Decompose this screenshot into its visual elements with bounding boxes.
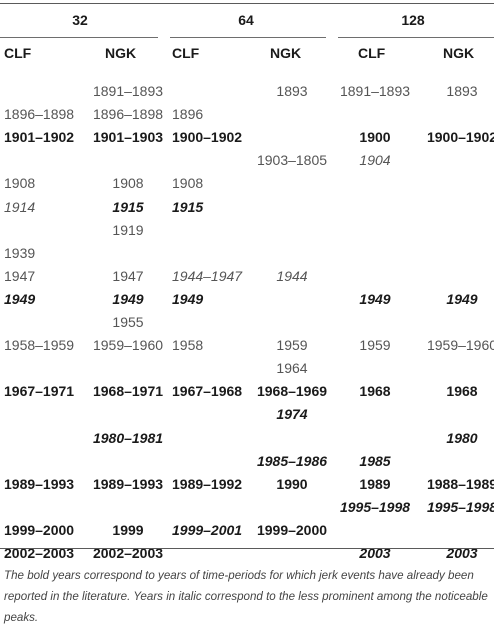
table-cell: 1989–1992 (172, 475, 243, 492)
table-footnote: The bold years correspond to years of ti… (4, 569, 488, 624)
table-cell: 1967–1971 (4, 383, 75, 400)
group-header-32: 32 (72, 12, 88, 28)
table-cell: 1908 (4, 175, 36, 192)
table-cell: 1891–1893 (339, 83, 411, 99)
table-cell: 1955 (112, 314, 144, 330)
group-rule-32 (0, 37, 158, 38)
table-cell: 1995–1998 (426, 498, 494, 515)
table-cell: 1949 (172, 290, 204, 307)
table-cell: 1900–1902 (426, 129, 494, 146)
table-cell: 1949 (4, 290, 36, 307)
column-header-clf-128: CLF (358, 45, 386, 61)
table-cell: 1891–1893 (92, 83, 164, 99)
table-cell: 1896–1898 (92, 106, 164, 123)
table-cell: 1999–2001 (172, 521, 243, 538)
table-cell: 1990 (276, 475, 308, 492)
table-cell: 1985–1986 (256, 452, 328, 469)
table-cell: 1964 (276, 360, 308, 377)
table-cell: 1988–1989 (426, 475, 494, 492)
column-header-ngk-128: NGK (443, 45, 475, 61)
table-cell: 1974 (276, 406, 308, 423)
table-cell: 1949 (112, 290, 144, 307)
column-header-clf-32: CLF (4, 45, 32, 61)
table-cell: 1999 (112, 521, 144, 538)
table-cell: 1944–1947 (172, 267, 243, 284)
table-cell: 1968 (359, 383, 391, 400)
table-cell: 1915 (112, 198, 144, 215)
table-cell: 1989–1993 (4, 475, 75, 492)
table-cell: 1908 (172, 175, 204, 192)
table-cell: 1958 (172, 337, 204, 354)
table-cell: 1968–1969 (256, 383, 328, 400)
group-header-64: 64 (238, 12, 254, 28)
table-cell: 1980–1981 (92, 429, 164, 446)
group-rule-64 (170, 37, 326, 38)
table-cell: 1958–1959 (4, 337, 75, 354)
table-cell: 1900 (359, 129, 391, 146)
table-cell: 2003 (359, 545, 391, 561)
table-cell: 1896 (172, 106, 204, 123)
table-cell: 1959–1960 (426, 337, 494, 354)
table-cell: 1995–1998 (339, 498, 411, 515)
table-cell: 1896–1898 (4, 106, 75, 123)
table-cell: 1967–1968 (172, 383, 243, 400)
table-cell: 1947 (112, 267, 144, 284)
table-cell: 1949 (446, 290, 478, 307)
table-cell: 1914 (4, 198, 36, 215)
table-cell: 1968–1971 (92, 383, 164, 400)
table-cell: 1968 (446, 383, 478, 400)
table-cell: 1989 (359, 475, 391, 492)
table-cell: 1900–1902 (172, 129, 243, 146)
column-header-ngk-32: NGK (105, 45, 137, 61)
table-cell: 1980 (446, 429, 478, 446)
table-cell: 2002–2003 (92, 545, 164, 561)
table-cell: 1901–1903 (92, 129, 164, 146)
table-cell: 1959–1960 (92, 337, 164, 354)
table-cell: 2002–2003 (4, 545, 75, 561)
table-cell: 1939 (4, 244, 36, 261)
table-top-rule (0, 3, 494, 4)
table-cell: 1893 (276, 83, 308, 99)
table-cell: 1959 (276, 337, 308, 354)
table-cell: 1999–2000 (256, 521, 328, 538)
table-cell: 1903–1805 (256, 152, 328, 169)
table-cell: 1908 (112, 175, 144, 192)
table-cell: 1901–1902 (4, 129, 75, 146)
table-cell: 1947 (4, 267, 36, 284)
table-cell: 1893 (446, 83, 478, 99)
column-header-ngk-64: NGK (270, 45, 302, 61)
table-bottom-rule (0, 548, 494, 549)
table-cell: 1919 (112, 221, 144, 238)
column-header-clf-64: CLF (172, 45, 200, 61)
table-cell: 1999–2000 (4, 521, 75, 538)
table-cell: 1915 (172, 198, 204, 215)
table-cell: 1949 (359, 290, 391, 307)
group-rule-128 (338, 37, 494, 38)
table-cell: 1959 (359, 337, 391, 354)
table-cell: 1904 (359, 152, 391, 169)
table-cell: 1989–1993 (92, 475, 164, 492)
table-cell: 2003 (446, 545, 478, 561)
table-cell: 1985 (359, 452, 391, 469)
group-header-128: 128 (401, 12, 425, 28)
table-cell: 1944 (276, 267, 308, 284)
